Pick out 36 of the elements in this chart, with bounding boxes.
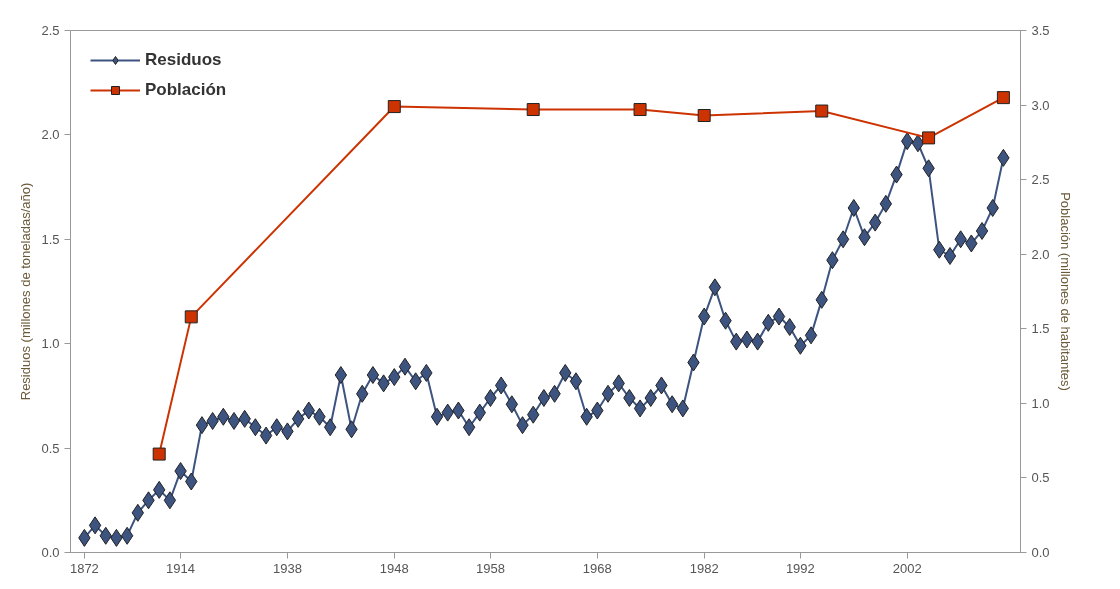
x-tick-label: 1914 [166, 560, 196, 576]
point [152, 447, 166, 461]
y2-axis-title: Población (millones de habitantes) [1057, 192, 1073, 391]
legend-label: Residuos [145, 50, 222, 70]
x-tick-label: 1968 [582, 560, 612, 576]
y2-tick-label: 1.5 [1031, 321, 1050, 337]
y-axis-title: Residuos (millones de toneladas/año) [18, 182, 34, 401]
point [526, 103, 540, 117]
y2-tick-label: 1.0 [1031, 395, 1050, 411]
x-tick-label: 2002 [892, 560, 922, 576]
point [184, 310, 198, 324]
point [996, 91, 1010, 105]
y2-tick-label: 2.0 [1031, 246, 1050, 262]
x-tick-label: 1948 [379, 560, 409, 576]
point [697, 109, 711, 123]
x-tick-label: 1982 [689, 560, 719, 576]
y2-tick-label: 0.0 [1031, 545, 1050, 560]
x-tick-label: 1938 [272, 560, 302, 576]
y-tick-label: 0.0 [41, 545, 60, 560]
point [815, 104, 829, 118]
x-tick-label: 1958 [476, 560, 505, 576]
y-tick-label: 0.5 [41, 440, 60, 456]
y-tick-label: 2.5 [41, 23, 60, 38]
point [922, 131, 936, 145]
y2-tick-label: 0.5 [1031, 470, 1050, 486]
y-tick-label: 2.0 [41, 127, 60, 143]
legend-label: Población [145, 80, 227, 100]
x-tick-label: 1872 [69, 560, 99, 576]
x-tick-label: 1992 [785, 560, 815, 576]
y2-tick-label: 2.5 [1031, 172, 1050, 188]
y-tick-label: 1.5 [41, 231, 60, 247]
y2-tick-label: 3.5 [1031, 23, 1050, 38]
point [387, 100, 401, 114]
point [633, 103, 647, 117]
y-tick-label: 1.0 [41, 336, 60, 352]
y2-tick-label: 3.0 [1031, 97, 1050, 113]
